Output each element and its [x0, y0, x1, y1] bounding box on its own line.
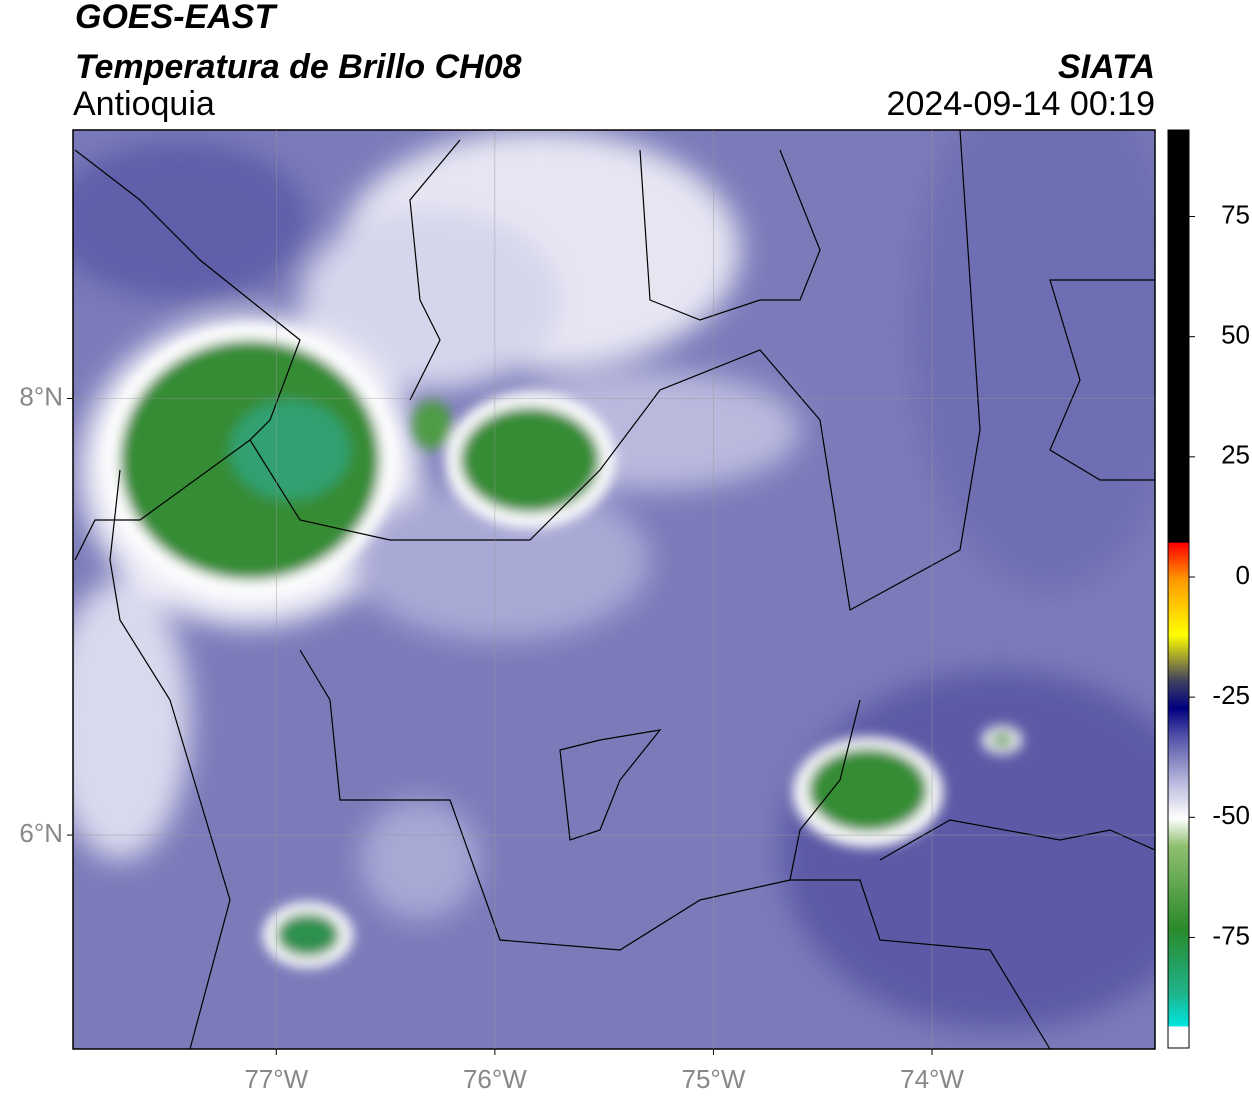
colorbar-tick-label: -50 [1212, 800, 1250, 830]
borders [74, 130, 1155, 1049]
colorbar-tick-label: -25 [1212, 680, 1250, 710]
region: Antioquia [73, 85, 215, 123]
source: SIATA [1058, 48, 1155, 86]
colorbar-tick-label: -75 [1212, 920, 1250, 950]
subtitle: Temperatura de Brillo CH08 [75, 48, 522, 86]
colorbar-tick-label: 75 [1221, 199, 1250, 229]
x-tick-label: 75°W [682, 1064, 746, 1094]
colorbar-tick-label: 0 [1236, 560, 1250, 590]
colorbar-tick-label: 50 [1221, 320, 1250, 350]
x-tick-label: 77°W [244, 1064, 308, 1094]
x-tick-label: 74°W [900, 1064, 964, 1094]
colorbar [1167, 129, 1190, 1049]
satellite-image [73, 130, 1155, 1049]
y-tick-label: 6°N [19, 818, 63, 848]
title: GOES-EAST [75, 0, 278, 36]
y-tick-label: 8°N [19, 381, 63, 411]
map-frame [72, 129, 1156, 1050]
x-tick-label: 76°W [463, 1064, 527, 1094]
colorbar-tick-label: 25 [1221, 440, 1250, 470]
datetime: 2024-09-14 00:19 [887, 85, 1155, 123]
